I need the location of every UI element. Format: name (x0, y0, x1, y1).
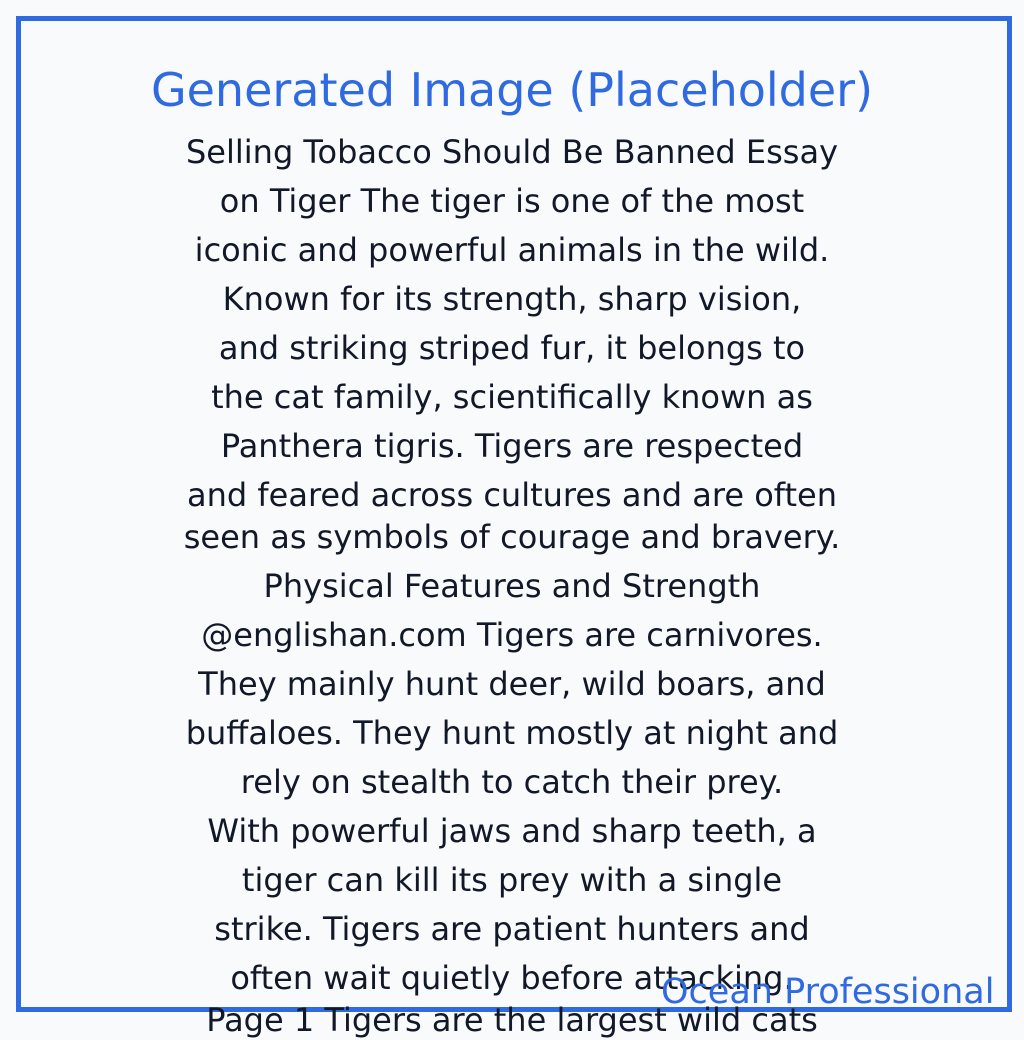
essay-line: Selling Tobacco Should Be Banned Essay (185, 133, 839, 171)
watermark-text: Ocean Professional (661, 972, 995, 1012)
essay-line: often wait quietly before attacking. (230, 959, 794, 997)
essay-line: strike. Tigers are patient hunters and (214, 910, 810, 948)
essay-line: and feared across cultures and are often (187, 476, 837, 514)
essay-line: With powerful jaws and sharp teeth, a (207, 812, 817, 850)
essay-line: tiger can kill its prey with a single (241, 861, 783, 899)
image-frame (16, 16, 1012, 1012)
essay-line: iconic and powerful animals in the wild. (194, 231, 830, 269)
essay-line: buffaloes. They hunt mostly at night and (185, 714, 839, 752)
essay-line: the cat family, scientifically known as (211, 378, 813, 416)
section-heading: Physical Features and Strength (263, 567, 761, 605)
essay-line: Known for its strength, sharp vision, (222, 280, 802, 318)
essay-line: @englishan.com Tigers are carnivores. (201, 616, 823, 654)
essay-line: rely on stealth to catch their prey. (240, 763, 784, 801)
essay-line: They mainly hunt deer, wild boars, and (198, 665, 826, 703)
essay-line: on Tiger The tiger is one of the most (219, 182, 805, 220)
essay-line: seen as symbols of courage and bravery. (183, 518, 841, 556)
image-title: Generated Image (Placeholder) (150, 63, 874, 117)
essay-line: Panthera tigris. Tigers are respected (220, 427, 804, 465)
essay-line: and striking striped fur, it belongs to (218, 329, 806, 367)
